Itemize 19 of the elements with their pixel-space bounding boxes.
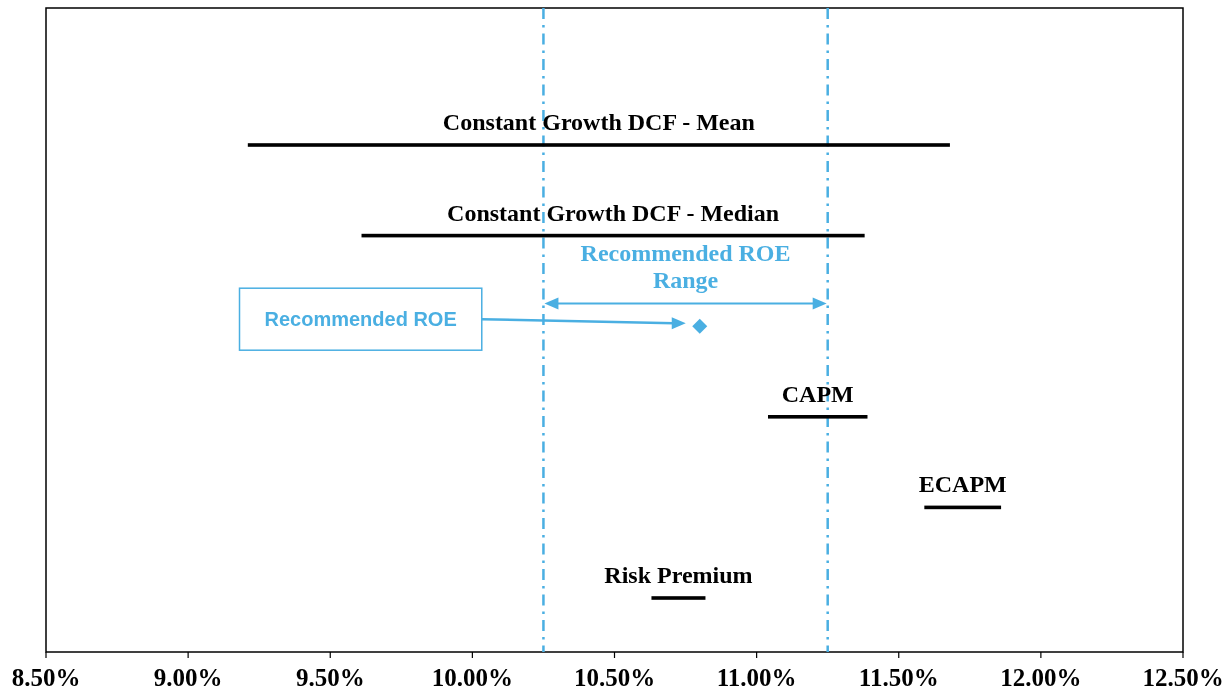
bar bbox=[768, 415, 868, 419]
x-tick-label: 12.50% bbox=[1142, 664, 1224, 691]
x-tick-label: 11.50% bbox=[858, 664, 939, 691]
x-tick-label: 9.50% bbox=[295, 664, 365, 691]
y-tick-label: Constant Growth DCF - Mean bbox=[442, 109, 755, 135]
x-tick-label: 11.00% bbox=[716, 664, 797, 691]
bar bbox=[651, 596, 706, 600]
y-tick-label: ECAPM bbox=[918, 471, 1007, 498]
annotation: Recommended ROE Range bbox=[580, 239, 791, 293]
y-tick-label: CAPM bbox=[781, 380, 854, 407]
y-tick-label: Constant Growth DCF - Median bbox=[447, 199, 780, 226]
bar bbox=[247, 143, 950, 147]
x-tick-label: 9.00% bbox=[153, 664, 223, 691]
text: Recommended ROE bbox=[264, 308, 457, 331]
x-tick-label: 10.50% bbox=[573, 664, 656, 691]
x-tick-label: 12.00% bbox=[1000, 664, 1082, 691]
x-tick-label: 10.00% bbox=[431, 664, 513, 691]
x-tick-label: 8.50% bbox=[11, 664, 81, 691]
y-tick-label: Risk Premium bbox=[604, 562, 753, 588]
